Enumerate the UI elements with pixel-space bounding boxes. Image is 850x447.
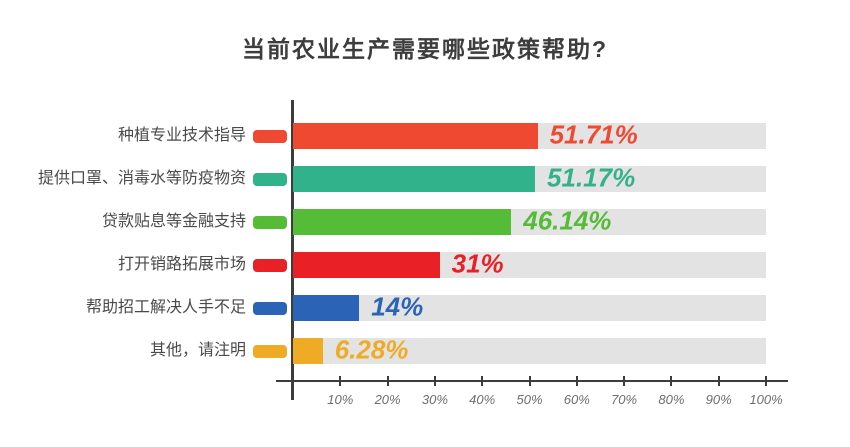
tick-mark (717, 376, 720, 386)
bar (293, 123, 538, 149)
value-label: 51.17% (547, 162, 636, 193)
bar-track: 31% (293, 248, 766, 279)
bar (293, 209, 512, 235)
legend-swatch (253, 173, 287, 186)
tick-mark (670, 376, 673, 386)
category-label: 其他，请注明 (149, 342, 246, 359)
x-axis-line (276, 380, 788, 382)
tick-mark (433, 376, 436, 386)
value-label: 31% (451, 248, 504, 279)
category-label: 提供口罩、消毒水等防疫物资 (37, 170, 246, 187)
bar (293, 338, 323, 364)
bar-track: 46.14% (293, 205, 766, 236)
tick-label: 30% (421, 392, 448, 407)
legend-swatch (253, 216, 287, 229)
bar-track: 51.71% (293, 119, 766, 150)
bar-row: 其他，请注明 6.28% (0, 334, 850, 365)
legend-swatch (253, 259, 287, 272)
tick-label: 80% (658, 392, 685, 407)
bar-track: 6.28% (293, 334, 766, 365)
bar-track: 51.17% (293, 162, 766, 193)
tick-mark (765, 376, 767, 386)
chart-title: 当前农业生产需要哪些政策帮助? (241, 36, 609, 62)
bar (293, 295, 360, 321)
category-label: 帮助招工解决人手不足 (85, 299, 246, 316)
bar-row: 打开销路拓展市场 31% (0, 248, 850, 279)
bar-row: 提供口罩、消毒水等防疫物资 51.17% (0, 162, 850, 193)
tick-label: 70% (611, 392, 638, 407)
tick-label: 90% (705, 392, 732, 407)
tick-label: 50% (516, 392, 543, 407)
tick-mark (623, 376, 626, 386)
tick-label: 100% (749, 392, 783, 407)
bar-track: 14% (293, 291, 766, 322)
legend-swatch (253, 345, 287, 358)
tick-mark (481, 376, 484, 386)
category-label: 贷款贴息等金融支持 (101, 213, 246, 230)
value-label: 6.28% (334, 334, 409, 365)
bar (293, 252, 440, 278)
bar-row: 贷款贴息等金融支持 46.14% (0, 205, 850, 236)
tick-label: 10% (327, 392, 354, 407)
bar-row: 帮助招工解决人手不足 14% (0, 291, 850, 322)
tick-label: 20% (374, 392, 401, 407)
legend-swatch (253, 302, 287, 315)
tick-mark (528, 376, 531, 386)
y-axis-line (291, 100, 294, 400)
bar-row: 种植专业技术指导 51.71% (0, 119, 850, 150)
category-label: 种植专业技术指导 (117, 127, 246, 144)
bar (293, 166, 536, 192)
category-label: 打开销路拓展市场 (117, 256, 246, 273)
value-label: 14% (371, 291, 424, 322)
legend-swatch (253, 130, 287, 143)
x-axis: 10% 20% 30% 40% 50% 60% 70% 80% 90% 100% (293, 374, 783, 419)
tick-mark (575, 376, 578, 386)
tick-label: 40% (469, 392, 496, 407)
tick-label: 60% (563, 392, 590, 407)
tick-mark (339, 376, 342, 386)
value-label: 51.71% (549, 119, 638, 150)
tick-mark (386, 376, 389, 386)
value-label: 46.14% (523, 205, 612, 236)
